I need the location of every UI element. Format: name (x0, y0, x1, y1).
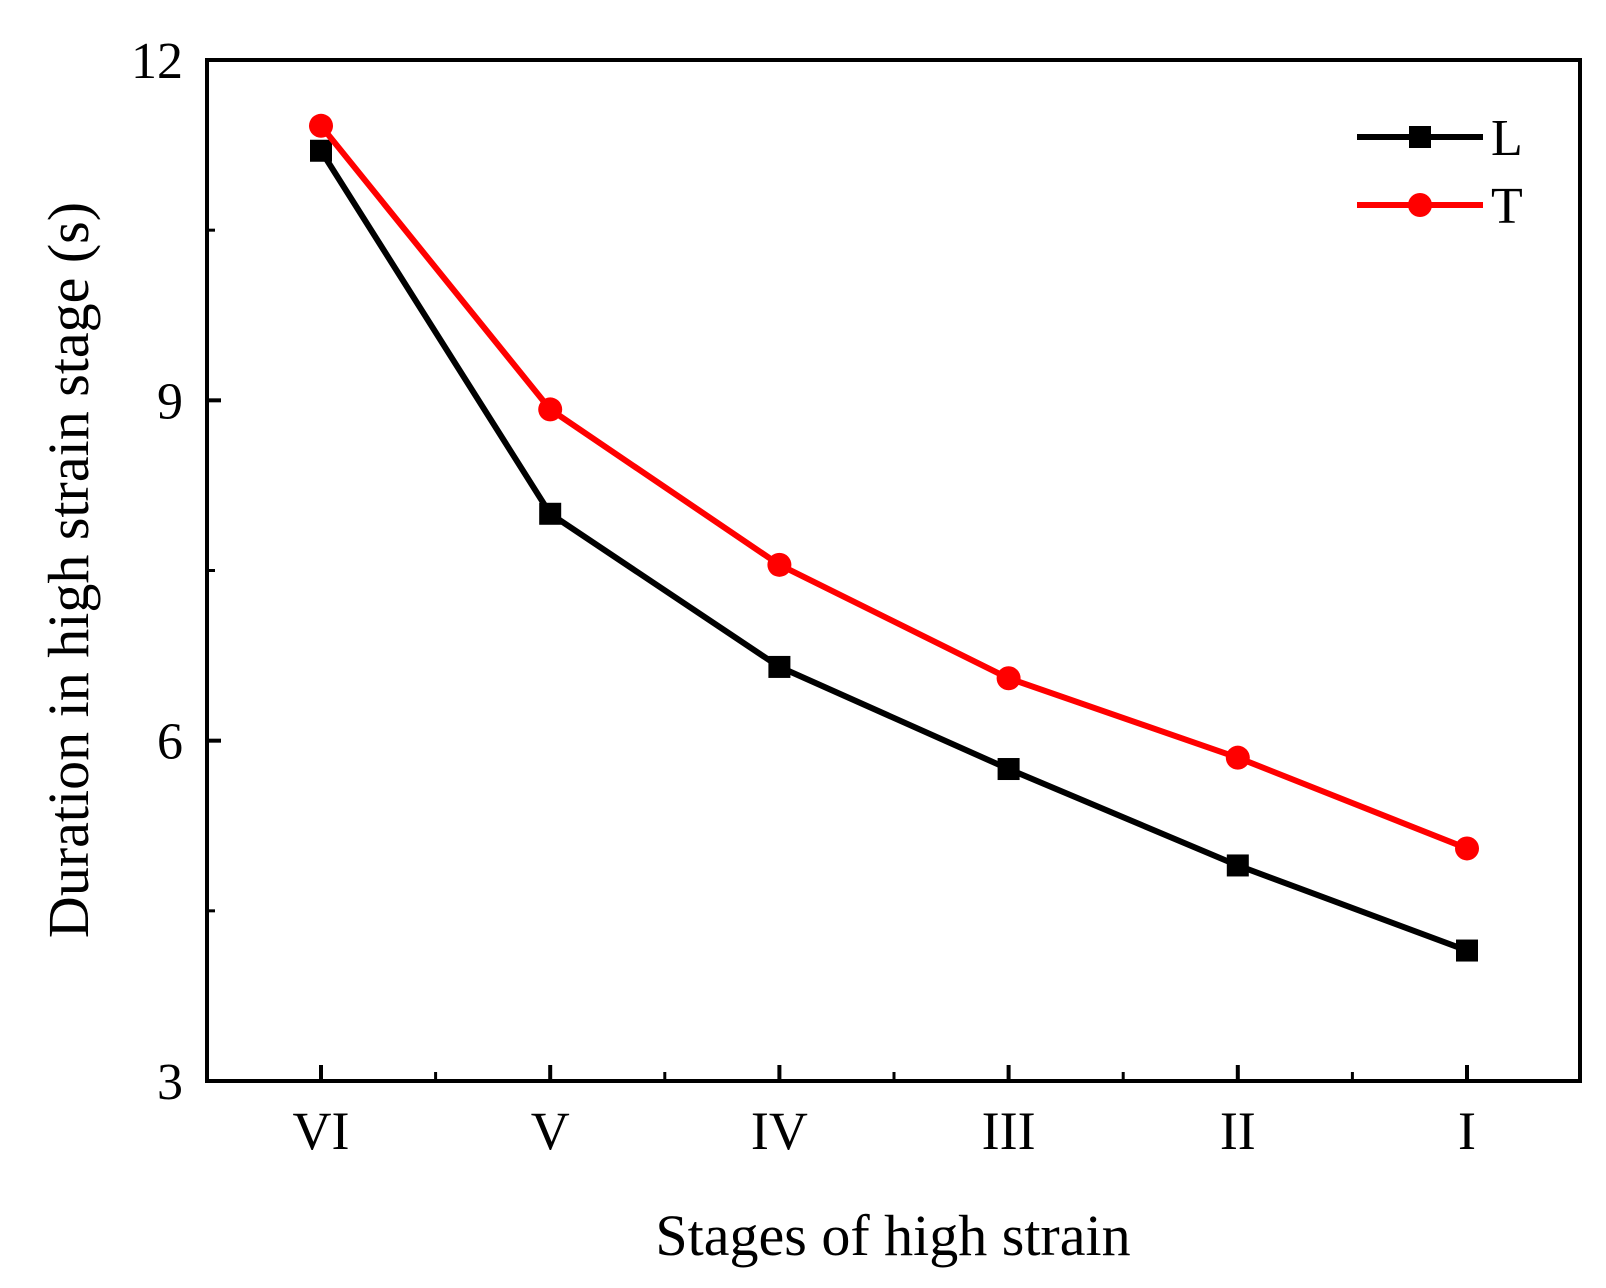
x-tick-label: III (982, 1101, 1036, 1161)
data-point (996, 666, 1021, 691)
x-axis-ticks: VI V IV III II I (293, 1065, 1476, 1161)
series-layer (309, 113, 1479, 962)
data-point (1456, 939, 1478, 962)
data-point (1226, 854, 1249, 877)
data-point (309, 113, 333, 138)
data-point (997, 758, 1020, 781)
data-point (768, 655, 791, 678)
y-axis-ticks: 3 6 9 12 (131, 33, 221, 1111)
y-axis-label: Duration in high strain stage (s) (36, 202, 101, 938)
data-point (767, 552, 792, 577)
data-point (1225, 745, 1250, 770)
legend-marker (1408, 193, 1432, 217)
series-L (310, 139, 1478, 962)
y-tick-label: 9 (157, 373, 183, 430)
x-axis-label: Stages of high strain (655, 1203, 1130, 1268)
series-line-L (318, 149, 1469, 954)
y-tick-label: 12 (131, 33, 183, 90)
data-point (539, 502, 562, 525)
x-tick-label: I (1458, 1101, 1476, 1161)
legend-marker (1409, 126, 1431, 148)
data-point (310, 139, 332, 162)
x-tick-label: V (531, 1101, 570, 1161)
series-line-T (318, 123, 1469, 852)
legend-label: T (1491, 178, 1523, 235)
x-tick-label: VI (293, 1101, 350, 1161)
series-T (309, 113, 1479, 861)
data-point (1455, 836, 1479, 861)
x-tick-label: II (1220, 1101, 1256, 1161)
plot-frame (205, 58, 1582, 1083)
y-tick-label: 3 (157, 1054, 183, 1111)
x-tick-label: IV (751, 1101, 808, 1161)
legend: LT (1357, 110, 1523, 235)
legend-label: L (1491, 110, 1523, 167)
y-tick-label: 6 (157, 714, 183, 771)
data-point (538, 397, 563, 422)
